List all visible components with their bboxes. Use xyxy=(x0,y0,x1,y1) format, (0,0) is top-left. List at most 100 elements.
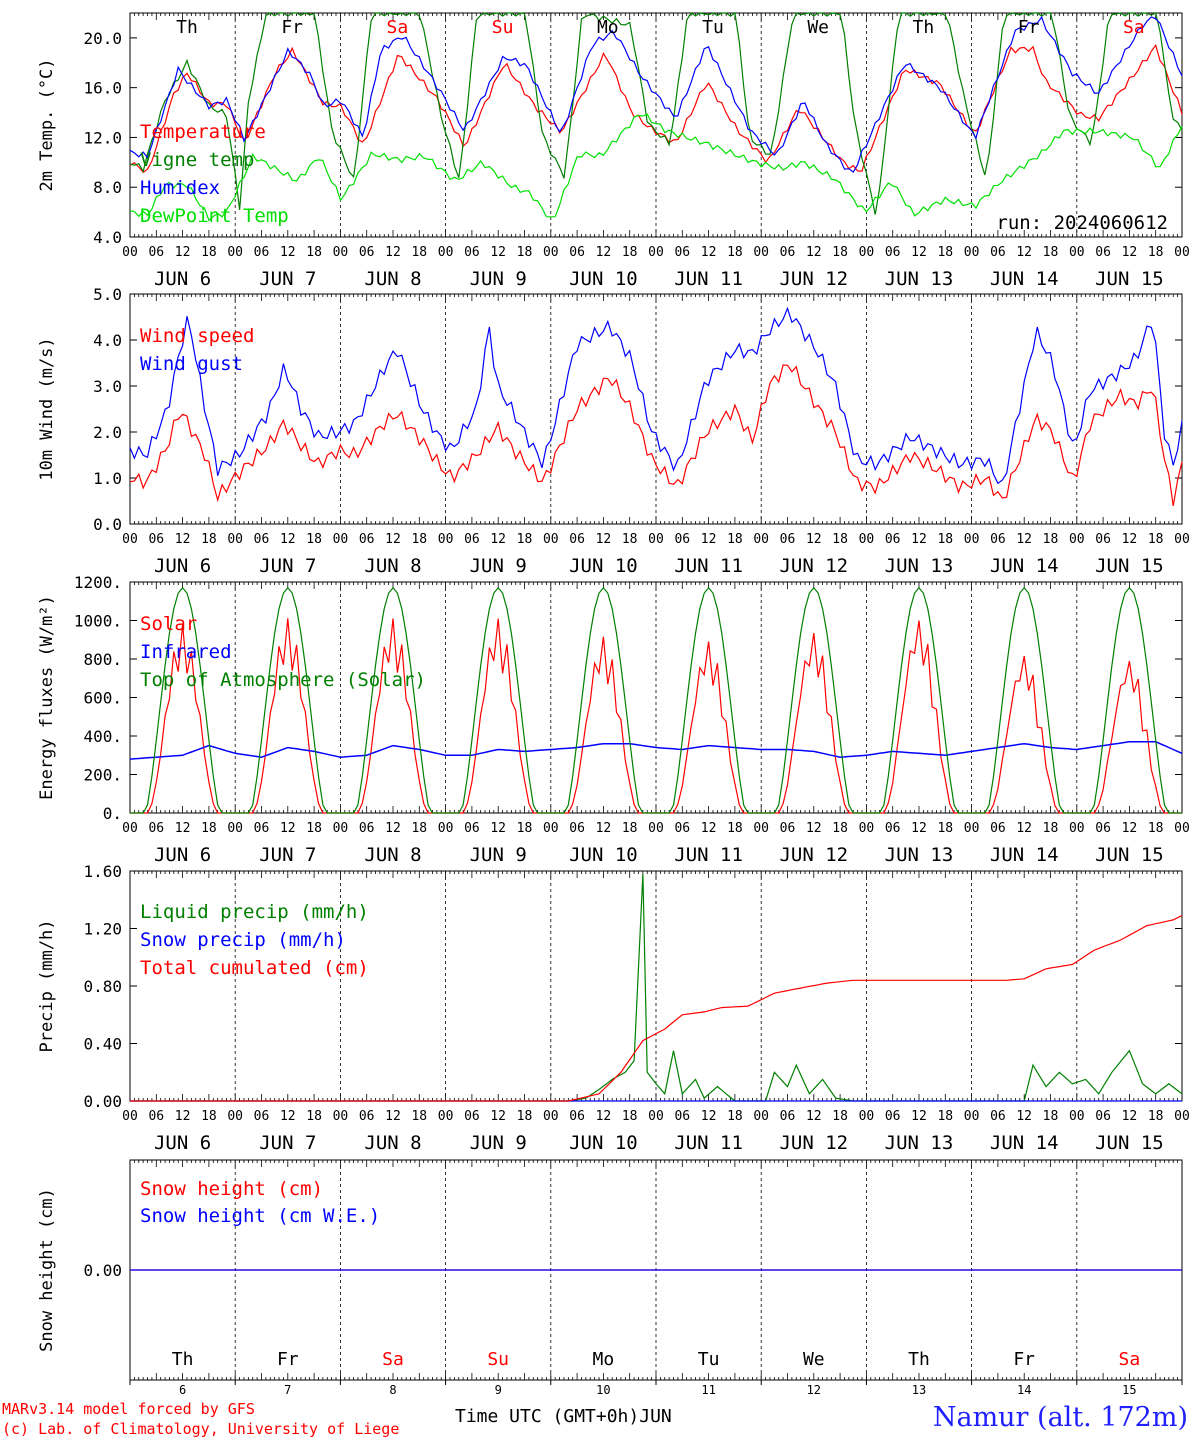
legend-entry: Wind speed xyxy=(140,325,254,347)
x-day-label: JUN 14 xyxy=(990,268,1059,290)
x-day-label: JUN 9 xyxy=(470,1132,527,1154)
x-day-label: JUN 10 xyxy=(569,555,638,577)
weekday-label: We xyxy=(807,17,829,38)
weekday-label: Tu xyxy=(698,1349,720,1370)
x-hour-label: 12 xyxy=(280,1109,296,1124)
x-hour-label: 18 xyxy=(832,532,848,547)
x-day-number: 13 xyxy=(912,1383,926,1397)
x-hour-label: 12 xyxy=(701,532,717,547)
x-hour-label: 06 xyxy=(990,245,1006,260)
x-hour-label: 06 xyxy=(148,245,164,260)
x-day-label: JUN 6 xyxy=(154,1132,211,1154)
x-hour-label: 00 xyxy=(333,821,349,836)
x-day-label: JUN 14 xyxy=(990,844,1059,866)
y-tick-label: 0.40 xyxy=(83,1035,122,1054)
x-day-label: JUN 14 xyxy=(990,1132,1059,1154)
x-hour-label: 00 xyxy=(438,245,454,260)
x-hour-label: 12 xyxy=(175,821,191,836)
x-day-number: 7 xyxy=(284,1383,291,1397)
y-tick-label: 800. xyxy=(83,650,122,669)
x-hour-label: 00 xyxy=(964,821,980,836)
x-hour-label: 00 xyxy=(333,1109,349,1124)
x-hour-label: 00 xyxy=(227,1109,243,1124)
x-hour-label: 18 xyxy=(727,821,743,836)
y-tick-label: 0. xyxy=(103,804,122,823)
weekday-label: Fr xyxy=(277,1349,299,1370)
x-hour-label: 00 xyxy=(227,532,243,547)
x-hour-label: 06 xyxy=(569,1109,585,1124)
x-hour-label: 06 xyxy=(1095,1109,1111,1124)
y-tick-label: 600. xyxy=(83,689,122,708)
lab-credit: (c) Lab. of Climatology, University of L… xyxy=(2,1420,400,1438)
weekday-label: Su xyxy=(492,17,514,38)
y-axis-label: 10m Wind (m/s) xyxy=(37,337,57,480)
x-hour-label: 06 xyxy=(780,245,796,260)
weekday-label: Tu xyxy=(702,17,724,38)
x-hour-label: 12 xyxy=(280,532,296,547)
x-day-number: 6 xyxy=(179,1383,186,1397)
x-day-label: JUN 13 xyxy=(885,268,954,290)
x-day-number: 12 xyxy=(807,1383,821,1397)
x-hour-label: 12 xyxy=(1016,821,1032,836)
x-day-label: JUN 6 xyxy=(154,844,211,866)
x-day-label: JUN 15 xyxy=(1095,268,1164,290)
x-hour-label: 06 xyxy=(674,245,690,260)
x-axis-title-text: Time UTC (GMT+0h) xyxy=(455,1406,640,1427)
x-hour-label: 18 xyxy=(201,821,217,836)
y-tick-label: 0.00 xyxy=(83,1092,122,1111)
x-day-number: 9 xyxy=(495,1383,502,1397)
x-hour-label: 06 xyxy=(885,245,901,260)
y-tick-label: 1000. xyxy=(74,612,122,631)
x-day-number: 11 xyxy=(701,1383,715,1397)
x-hour-label: 06 xyxy=(464,1109,480,1124)
x-hour-label: 12 xyxy=(490,1109,506,1124)
x-day-label: JUN 6 xyxy=(154,555,211,577)
weekday-label: Sa xyxy=(387,17,409,38)
x-hour-label: 18 xyxy=(622,245,638,260)
x-hour-label: 18 xyxy=(201,532,217,547)
x-hour-label: 18 xyxy=(306,532,322,547)
x-day-label: JUN 15 xyxy=(1095,555,1164,577)
x-hour-label: 06 xyxy=(780,532,796,547)
model-credit: MARv3.14 model forced by GFS xyxy=(2,1400,255,1418)
x-hour-label: 18 xyxy=(411,1109,427,1124)
x-axis-title-month: JUN xyxy=(639,1406,672,1427)
x-hour-label: 12 xyxy=(490,532,506,547)
x-hour-label: 06 xyxy=(990,821,1006,836)
x-hour-label: 18 xyxy=(1148,1109,1164,1124)
x-hour-label: 06 xyxy=(359,1109,375,1124)
x-day-label: JUN 7 xyxy=(259,268,316,290)
y-tick-label: 5.0 xyxy=(93,285,122,304)
legend-entry: Snow height (cm) xyxy=(140,1178,323,1200)
x-hour-label: 06 xyxy=(464,245,480,260)
x-hour-label: 18 xyxy=(1148,532,1164,547)
x-day-label: JUN 8 xyxy=(364,844,421,866)
x-hour-label: 12 xyxy=(1122,1109,1138,1124)
x-day-label: JUN 7 xyxy=(259,1132,316,1154)
x-day-label: JUN 8 xyxy=(364,268,421,290)
x-day-label: JUN 14 xyxy=(990,555,1059,577)
x-hour-label: 00 xyxy=(543,245,559,260)
x-day-label: JUN 9 xyxy=(470,844,527,866)
x-hour-label: 00 xyxy=(859,1109,875,1124)
x-hour-label: 06 xyxy=(254,1109,270,1124)
x-hour-label: 06 xyxy=(569,821,585,836)
x-hour-label: 12 xyxy=(806,1109,822,1124)
x-hour-label: 18 xyxy=(1148,245,1164,260)
x-hour-label: 12 xyxy=(911,245,927,260)
x-hour-label: 18 xyxy=(937,245,953,260)
legend-entry: DewPoint Temp xyxy=(140,205,289,227)
series-line-wind-gust xyxy=(129,306,1183,485)
x-hour-label: 12 xyxy=(490,245,506,260)
x-day-label: JUN 12 xyxy=(779,268,848,290)
x-hour-label: 18 xyxy=(201,245,217,260)
x-hour-label: 00 xyxy=(1069,532,1085,547)
y-tick-label: 2.0 xyxy=(93,423,122,442)
x-day-label: JUN 13 xyxy=(885,555,954,577)
x-hour-label: 00 xyxy=(1069,821,1085,836)
weekday-label: Th xyxy=(913,17,935,38)
x-day-label: JUN 7 xyxy=(259,844,316,866)
weekday-label: Fr xyxy=(1013,1349,1035,1370)
y-tick-label: 12.0 xyxy=(83,128,122,147)
x-hour-label: 00 xyxy=(438,1109,454,1124)
